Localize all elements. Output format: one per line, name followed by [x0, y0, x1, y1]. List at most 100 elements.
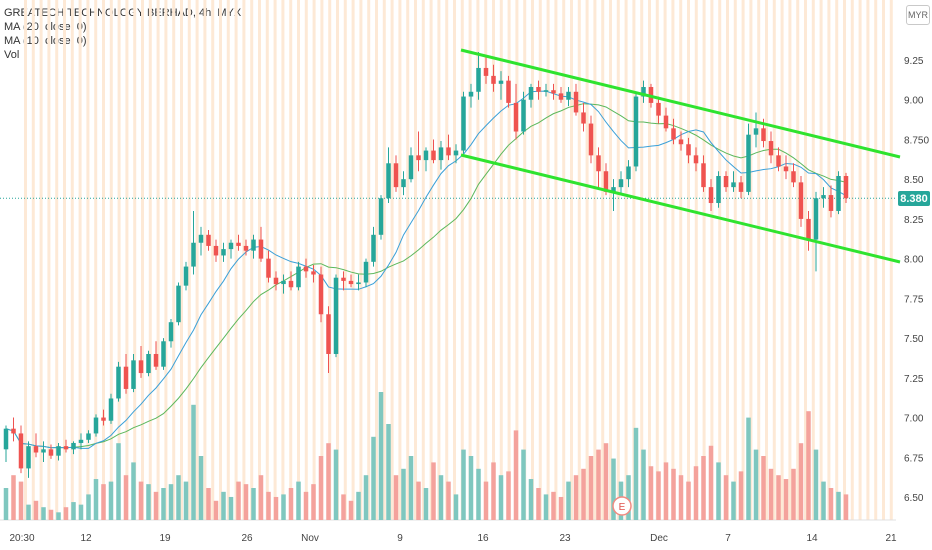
candle [799, 182, 804, 219]
volume-bar [349, 501, 354, 520]
session-band [601, 0, 604, 520]
candle [454, 151, 459, 156]
volume-bar [139, 482, 144, 520]
session-band [827, 0, 830, 520]
candle [199, 235, 204, 243]
session-band [547, 0, 550, 520]
session-band [835, 0, 838, 520]
candle [94, 418, 99, 434]
candle [731, 182, 736, 187]
session-band [866, 0, 869, 520]
y-tick-label: 9.25 [904, 56, 924, 67]
volume-bar [56, 512, 61, 520]
candle [551, 90, 556, 93]
session-band [157, 0, 160, 520]
candle [101, 418, 106, 421]
session-band [765, 0, 768, 520]
session-band [289, 0, 292, 520]
volume-bar [761, 456, 766, 520]
candle [244, 246, 249, 251]
candle [131, 360, 136, 389]
candle [146, 354, 151, 373]
y-tick-label: 8.00 [904, 255, 924, 266]
session-band [414, 0, 417, 520]
candle [206, 235, 211, 246]
candle [109, 398, 114, 420]
volume-bar [311, 484, 316, 520]
candle [281, 281, 286, 284]
volume-bar [844, 494, 849, 520]
volume-bar [499, 475, 504, 520]
session-band [422, 0, 425, 520]
session-band [274, 0, 277, 520]
volume-bar [806, 411, 811, 520]
volume-bar [821, 482, 826, 520]
volume-bar [334, 450, 339, 520]
session-band [133, 0, 136, 520]
candle [416, 155, 421, 160]
session-band [55, 0, 58, 520]
volume-bar [536, 488, 541, 520]
volume-bar [439, 475, 444, 520]
candle [236, 243, 241, 246]
last-price-tag: 8.380 [898, 191, 930, 206]
volume-bar [634, 428, 639, 520]
y-tick-label: 7.25 [904, 374, 924, 385]
session-band [781, 0, 784, 520]
candle [724, 176, 729, 187]
volume-bar [26, 505, 31, 520]
volume-bar [364, 475, 369, 520]
volume-bar [784, 479, 789, 520]
candle [184, 267, 189, 286]
volume-bar [649, 466, 654, 520]
candle [574, 92, 579, 113]
x-tick-label: 7 [725, 533, 731, 544]
candle [836, 176, 841, 211]
volume-bar [566, 482, 571, 520]
volume-bar [731, 482, 736, 520]
volume-bar [19, 482, 24, 520]
session-band [820, 0, 823, 520]
session-band [851, 0, 854, 520]
candle [679, 139, 684, 144]
volume-bar [514, 430, 519, 520]
session-band [118, 0, 121, 520]
candle [41, 449, 46, 452]
session-band [742, 0, 745, 520]
candle [739, 182, 744, 192]
candle [746, 135, 751, 192]
volume-bar [101, 484, 106, 520]
volume-bar [116, 443, 121, 520]
session-band [110, 0, 113, 520]
candle [829, 195, 834, 211]
candle [814, 198, 819, 239]
y-tick-label: 7.50 [904, 334, 924, 345]
candle [124, 367, 129, 389]
volume-bar [476, 469, 481, 520]
session-band [812, 0, 815, 520]
volume-bar [206, 488, 211, 520]
candle [514, 103, 519, 132]
candle [229, 243, 234, 249]
volume-bar [176, 475, 181, 520]
volume-bar [266, 492, 271, 520]
candle [596, 155, 601, 171]
candle [139, 360, 144, 373]
session-band [406, 0, 409, 520]
candle [326, 314, 331, 354]
volume-bar [551, 492, 556, 520]
session-band [203, 0, 206, 520]
volume-bar [289, 488, 294, 520]
volume-bar [746, 418, 751, 520]
volume-bar [49, 510, 54, 520]
session-band [40, 0, 43, 520]
session-band [523, 0, 526, 520]
session-band [874, 0, 877, 520]
candle [364, 262, 369, 283]
candle [259, 240, 264, 259]
session-band [788, 0, 791, 520]
volume-bar [214, 501, 219, 520]
y-tick-label: 8.25 [904, 215, 924, 226]
session-band [367, 0, 370, 520]
